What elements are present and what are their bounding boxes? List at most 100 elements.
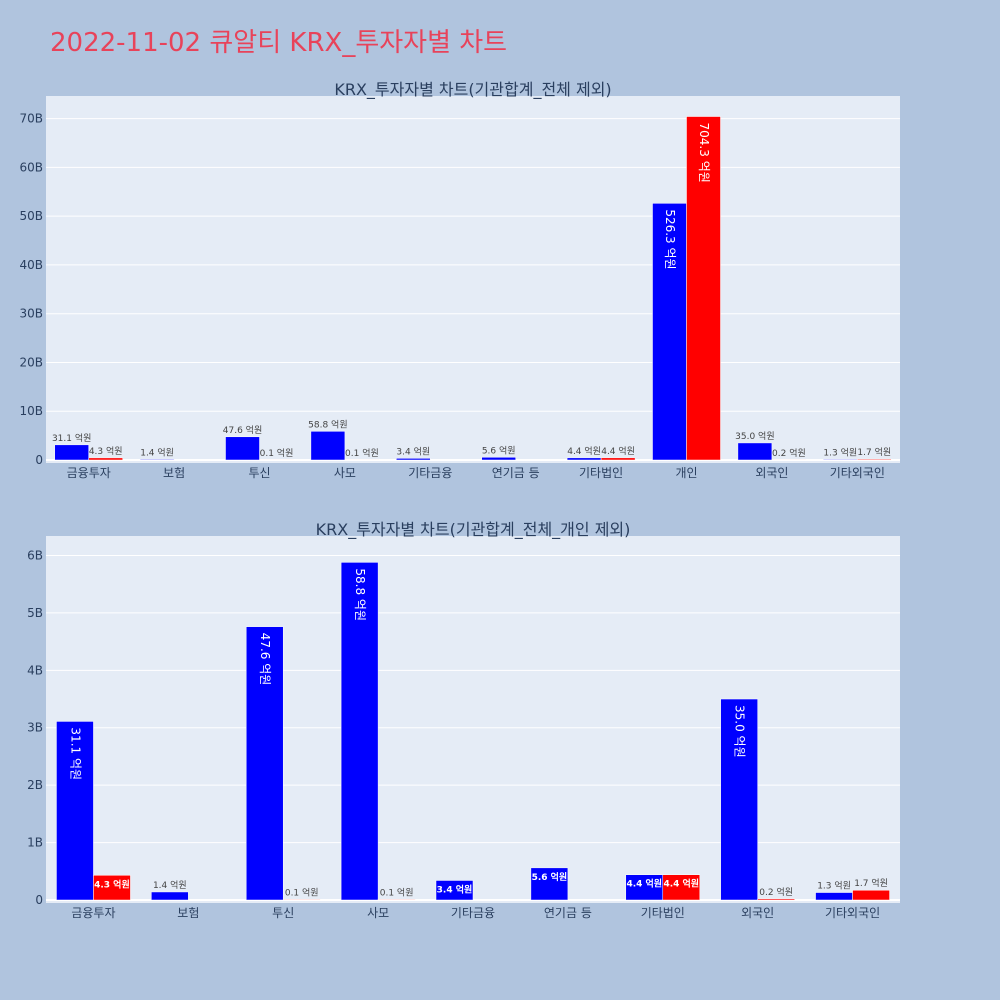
x-tick-label: 기타금융	[408, 466, 452, 480]
data-label: 704.3 억원	[697, 123, 711, 183]
bar	[625, 874, 664, 901]
data-label: 0.1 억원	[260, 447, 294, 459]
bar	[282, 899, 321, 901]
data-label: 5.6 억원	[482, 444, 516, 456]
bar	[652, 203, 687, 461]
bar	[823, 459, 858, 461]
x-tick-label: 기타법인	[641, 906, 685, 920]
x-tick-label: 투신	[248, 466, 270, 480]
y-tick-label: 3B	[27, 721, 43, 735]
data-label: 4.4 억원	[626, 878, 662, 890]
y-tick-label: 2B	[27, 778, 43, 792]
bar	[481, 457, 516, 461]
bar	[396, 458, 431, 461]
data-label: 31.1 억원	[52, 432, 91, 444]
bar	[54, 444, 89, 461]
bar	[720, 698, 758, 901]
y-tick-label: 4B	[27, 663, 43, 677]
x-tick-label: 기타법인	[579, 466, 623, 480]
data-label: 3.4 억원	[396, 445, 430, 457]
data-label: 47.6 억원	[258, 633, 272, 686]
data-label: 1.3 억원	[823, 446, 857, 458]
data-label: 0.2 억원	[759, 886, 793, 898]
y-tick-label: 5B	[27, 606, 43, 620]
chart-title: KRX_투자자별 차트(기관합계_전체_개인 제외)	[316, 520, 631, 540]
data-label: 0.1 억원	[285, 886, 319, 898]
data-label: 4.3 억원	[89, 445, 123, 457]
y-tick-label: 30B	[19, 307, 43, 321]
x-tick-label: 개인	[675, 466, 697, 480]
y-tick-label: 70B	[19, 112, 43, 126]
bar	[757, 898, 795, 901]
bar	[245, 626, 284, 901]
y-tick-label: 0	[35, 453, 43, 467]
x-tick-label: 기타외국인	[825, 906, 880, 920]
bar	[88, 457, 123, 461]
bar	[56, 721, 94, 901]
bar	[377, 899, 416, 901]
x-tick-label: 연기금 등	[492, 466, 540, 480]
bar	[139, 459, 175, 461]
bar	[530, 867, 569, 901]
data-label: 31.1 억원	[68, 727, 82, 780]
data-label: 35.0 억원	[733, 705, 747, 758]
bar	[857, 458, 892, 461]
bar	[310, 431, 346, 461]
bar	[852, 889, 890, 901]
x-tick-label: 연기금 등	[544, 906, 592, 920]
data-label: 0.2 억원	[772, 447, 806, 459]
bar	[340, 562, 379, 901]
bar	[662, 874, 701, 901]
bar	[151, 891, 189, 901]
data-label: 0.1 억원	[345, 447, 379, 459]
chart-bottom: 0 1B 2B 3B 4B 5B 6B KRX_투자자별 차트(기관합계_전체_개인 제외) 금…	[27, 520, 900, 920]
data-label: 4.4 억원	[567, 445, 601, 457]
y-tick-label: 1B	[27, 836, 43, 850]
data-label: 4.3 억원	[94, 878, 130, 890]
bar	[737, 442, 773, 461]
y-tick-label: 60B	[19, 160, 43, 174]
bar	[686, 116, 721, 461]
bar	[435, 880, 474, 901]
data-label: 3.4 억원	[437, 883, 473, 895]
x-tick-label: 외국인	[741, 906, 774, 920]
x-tick-label: 사모	[367, 906, 389, 920]
chart-top: 0 10B 20B 30B 40B 50B 60B 70B KRX_투자자별 차트(기관합계_전…	[19, 80, 900, 480]
y-tick-label: 50B	[19, 209, 43, 223]
data-label: 1.4 억원	[153, 879, 187, 891]
data-label: 58.8 억원	[353, 568, 367, 621]
page-title: 2022-11-02 큐알티 KRX_투자자별 차트	[50, 28, 508, 58]
x-tick-label: 보험	[163, 466, 185, 480]
plot-area	[46, 96, 900, 463]
y-tick-label: 20B	[19, 355, 43, 369]
x-tick-label: 기타외국인	[830, 466, 885, 480]
data-label: 4.4 억원	[663, 878, 699, 890]
bar	[566, 457, 602, 461]
data-label: 1.4 억원	[140, 446, 174, 458]
x-tick-label: 기타금융	[451, 906, 495, 920]
x-tick-label: 외국인	[755, 466, 788, 480]
y-tick-label: 40B	[19, 258, 43, 272]
chart-title: KRX_투자자별 차트(기관합계_전체 제외)	[334, 80, 611, 100]
bar	[600, 457, 636, 461]
y-tick-label: 6B	[27, 548, 43, 562]
data-label: 4.4 억원	[601, 445, 635, 457]
bar	[93, 875, 131, 901]
x-tick-label: 금융투자	[67, 466, 111, 480]
data-label: 1.3 억원	[817, 880, 851, 892]
data-label: 58.8 억원	[308, 418, 347, 430]
data-label: 1.7 억원	[854, 877, 888, 889]
bar	[225, 436, 260, 461]
plot-area	[46, 536, 900, 903]
x-tick-label: 투신	[272, 906, 294, 920]
y-tick-label: 10B	[19, 404, 43, 418]
x-tick-label: 금융투자	[71, 906, 115, 920]
x-tick-label: 사모	[334, 466, 356, 480]
x-tick-label: 보험	[177, 906, 199, 920]
bar	[815, 892, 853, 901]
data-label: 5.6 억원	[532, 871, 568, 883]
data-label: 35.0 억원	[735, 430, 774, 442]
data-label: 526.3 억원	[663, 209, 677, 269]
data-label: 1.7 억원	[857, 446, 891, 458]
y-tick-label: 0	[35, 893, 43, 907]
